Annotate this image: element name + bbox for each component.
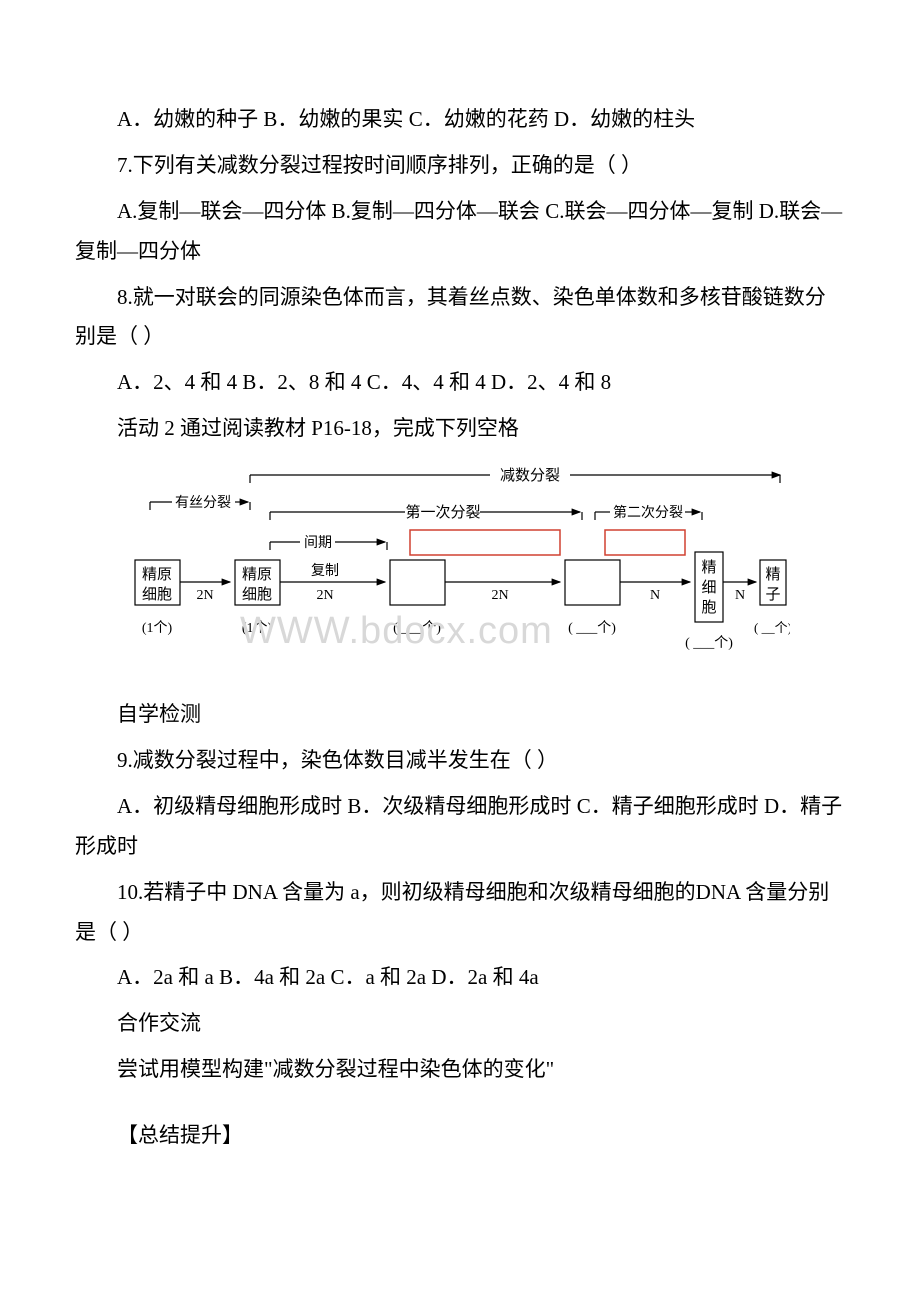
coop-title: 合作交流 [75, 1004, 845, 1044]
red-blank-1 [410, 530, 560, 555]
q9-opt-a: A．初级精母细胞形成时 [117, 794, 342, 818]
q10-opt-a: A．2a 和 a [117, 965, 214, 989]
label-seconddiv: 第二次分裂 [613, 504, 683, 521]
box1-count: (1个) [142, 620, 173, 636]
q9-options: A．初级精母细胞形成时 B．次级精母细胞形成时 C．精子细胞形成时 D．精子形成… [75, 787, 845, 867]
q7-opt-a: A.复制—联会—四分体 [117, 199, 326, 223]
box6-line1: 精 [765, 566, 780, 583]
box1-line1: 精原 [142, 566, 172, 583]
meiosis-diagram: 减数分裂 有丝分裂 第一次分裂 第二次分裂 间期 精原 细胞 [130, 457, 790, 677]
label-interphase: 间期 [304, 535, 332, 551]
q9-opt-c: C．精子细胞形成时 [577, 794, 759, 818]
box5-line2: 细 [701, 579, 716, 596]
q8-opt-a: A．2、4 和 4 [117, 370, 237, 394]
box5-line1: 精 [701, 559, 716, 576]
coop-text: 尝试用模型构建"减数分裂过程中染色体的变化" [75, 1050, 845, 1090]
box2-count: (1个) [242, 620, 273, 636]
label-mitosis: 有丝分裂 [175, 495, 231, 511]
diagram-svg: 减数分裂 有丝分裂 第一次分裂 第二次分裂 间期 精原 细胞 [130, 457, 790, 677]
q10-stem: 10.若精子中 DNA 含量为 a，则初级精母细胞和次级精母细胞的DNA 含量分… [75, 873, 845, 953]
red-blank-2 [605, 530, 685, 555]
label-replication: 复制 [311, 562, 339, 579]
q6-opt-d: D．幼嫩的柱头 [554, 107, 695, 131]
q6-opt-a: A．幼嫩的种子 [117, 107, 258, 131]
box4-count: ( ___个) [568, 620, 616, 636]
q8-opt-b: B．2、8 和 4 [242, 370, 361, 394]
q10-options: A．2a 和 a B．4a 和 2a C．a 和 2a D．2a 和 4a [75, 958, 845, 998]
q8-opt-c: C．4、4 和 4 [367, 370, 486, 394]
q8-stem: 8.就一对联会的同源染色体而言，其着丝点数、染色单体数和多核苷酸链数分别是（ ） [75, 278, 845, 358]
box1-line2: 细胞 [142, 586, 172, 603]
label-meiosis: 减数分裂 [500, 467, 560, 484]
label-firstdiv: 第一次分裂 [405, 503, 480, 521]
q6-opt-b: B．幼嫩的果实 [263, 107, 403, 131]
box5-count: ( ___个) [685, 635, 733, 651]
q6-options: A．幼嫩的种子 B．幼嫩的果实 C．幼嫩的花药 D．幼嫩的柱头 [75, 100, 845, 140]
box5-line3: 胞 [701, 599, 716, 616]
label-2n-3: 2N [491, 588, 508, 603]
q7-options: A.复制—联会—四分体 B.复制—四分体—联会 C.联会—四分体—复制 D.联会… [75, 192, 845, 272]
q10-opt-d: D．2a 和 4a [431, 965, 538, 989]
label-2n-1: 2N [196, 588, 213, 603]
box2-line1: 精原 [242, 566, 272, 583]
q6-opt-c: C．幼嫩的花药 [409, 107, 549, 131]
q9-stem: 9.减数分裂过程中，染色体数目减半发生在（ ） [75, 741, 845, 781]
q10-opt-c: C．a 和 2a [330, 965, 426, 989]
box6-count: ( __个) [754, 620, 790, 635]
label-2n-2: 2N [316, 588, 333, 603]
box6-line2: 子 [765, 586, 780, 603]
summary-title: 【总结提升】 [75, 1116, 845, 1156]
box2-line2: 细胞 [242, 586, 272, 603]
q8-options: A．2、4 和 4 B．2、8 和 4 C．4、4 和 4 D．2、4 和 8 [75, 363, 845, 403]
q8-opt-d: D．2、4 和 8 [491, 370, 611, 394]
activity2-text: 活动 2 通过阅读教材 P16-18，完成下列空格 [75, 409, 845, 449]
box3-count: ( ___个) [393, 620, 441, 636]
q7-opt-b: B.复制—四分体—联会 [332, 199, 540, 223]
label-n-1: N [650, 588, 660, 603]
selftest-title: 自学检测 [75, 695, 845, 735]
q7-opt-c: C.联会—四分体—复制 [545, 199, 753, 223]
q7-stem: 7.下列有关减数分裂过程按时间顺序排列，正确的是（ ） [75, 146, 845, 186]
q10-opt-b: B．4a 和 2a [219, 965, 325, 989]
label-n-2: N [735, 588, 745, 603]
q9-opt-b: B．次级精母细胞形成时 [347, 794, 571, 818]
